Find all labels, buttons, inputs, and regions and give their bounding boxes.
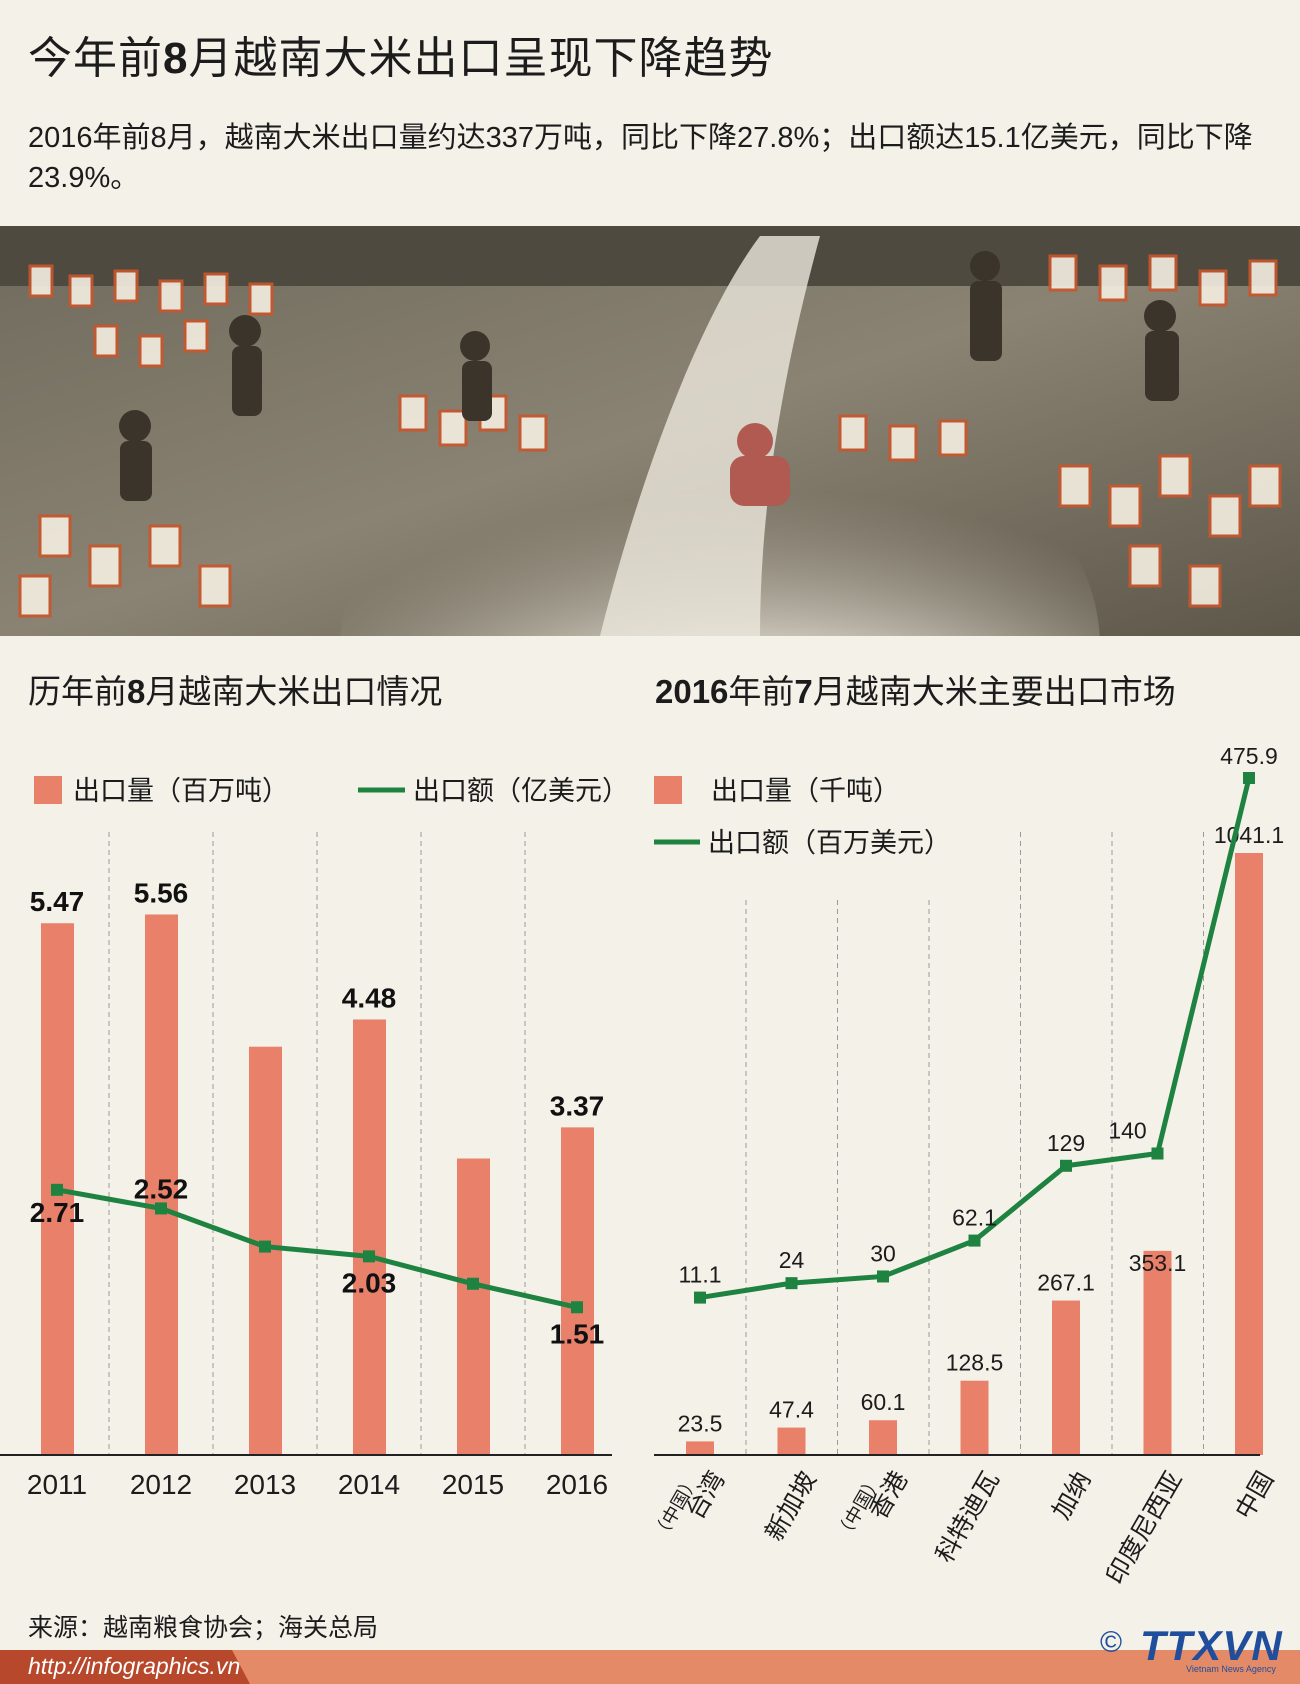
chart-title-part-bold: 2016 bbox=[655, 673, 729, 710]
url-tab bbox=[0, 1650, 250, 1684]
x-tick-label: 科特迪瓦 bbox=[931, 1467, 1005, 1568]
chart-title-part-bold: 8 bbox=[127, 673, 146, 710]
line-value-label: 2.03 bbox=[342, 1267, 397, 1298]
line-value-label: 2.71 bbox=[30, 1197, 85, 1228]
chart-title-part: 年前 bbox=[728, 673, 795, 710]
bar-value-label: 5.56 bbox=[134, 877, 189, 908]
logo-wordmark: TTXVN bbox=[1140, 1622, 1283, 1669]
chart-1-title: 历年前8月越南大米出口情况 bbox=[28, 665, 442, 713]
bar-volume bbox=[869, 1420, 897, 1455]
x-tick-label: 2016 bbox=[546, 1469, 608, 1500]
summary-text: 2016年前8月，越南大米出口量约达337万吨，同比下降27.8%；出口额达15… bbox=[28, 122, 1253, 194]
line-point bbox=[1151, 1147, 1164, 1160]
line-point bbox=[1243, 772, 1255, 784]
line-value-series bbox=[56, 1187, 578, 1310]
title-part: 月越南大米出口呈现下降趋势 bbox=[188, 34, 774, 83]
line-point bbox=[155, 1202, 167, 1215]
line-point bbox=[571, 1301, 583, 1314]
bar-value-label: 128.5 bbox=[946, 1350, 1004, 1376]
line-value-label: 129 bbox=[1047, 1130, 1085, 1156]
bar-value-label: 3.37 bbox=[550, 1090, 605, 1121]
chart-title-part-bold: 7 bbox=[794, 673, 813, 710]
line-point bbox=[51, 1183, 63, 1196]
line-point bbox=[694, 1291, 706, 1304]
ttxvn-logo: © TTXVN Vietnam News Agency bbox=[1100, 1622, 1283, 1678]
line-value-label: 30 bbox=[870, 1240, 896, 1266]
source-note: 来源：越南粮食协会；海关总局 bbox=[28, 1614, 379, 1642]
bar-value-label: 47.4 bbox=[769, 1397, 814, 1423]
website-link[interactable]: http://infographics.vn bbox=[28, 1653, 241, 1679]
line-value-label: 475.9 bbox=[1220, 743, 1278, 769]
line-value-label: 11.1 bbox=[678, 1262, 721, 1288]
bar-volume bbox=[353, 1019, 386, 1455]
bar-value-label: 5.47 bbox=[30, 886, 85, 917]
bar-volume bbox=[561, 1127, 594, 1455]
line-point bbox=[259, 1240, 271, 1253]
rice-warehouse-photo bbox=[0, 226, 1300, 636]
line-value-label: 140 bbox=[1108, 1117, 1146, 1143]
line-point bbox=[1060, 1159, 1072, 1172]
bar-value-label: 1041.1 bbox=[1214, 822, 1284, 848]
x-tick-label: 新加坡 bbox=[760, 1467, 822, 1546]
x-tick-label: 印度尼西亚 bbox=[1101, 1467, 1188, 1589]
line-value-label: 2.52 bbox=[134, 1173, 189, 1204]
chart-2-title: 2016年前7月越南大米主要出口市场 bbox=[655, 665, 1176, 713]
x-tick-label: 2014 bbox=[338, 1469, 400, 1500]
legend-label-value: 出口额（百万美元） bbox=[708, 828, 951, 858]
line-point bbox=[877, 1270, 889, 1283]
page-title: 今年前8月越南大米出口呈现下降趋势 bbox=[28, 22, 773, 86]
legend-label-volume: 出口量（百万吨） bbox=[73, 776, 289, 806]
x-tick-label: 加纳 bbox=[1047, 1467, 1096, 1524]
bar-volume bbox=[1235, 853, 1263, 1455]
title-part: 今年前 bbox=[28, 34, 163, 83]
x-tick-label: 2011 bbox=[27, 1469, 87, 1500]
legend-swatch-volume bbox=[34, 776, 62, 804]
x-tick-label: 2013 bbox=[234, 1469, 296, 1500]
title-part-bold: 8 bbox=[163, 34, 189, 83]
bar-value-label: 60.1 bbox=[861, 1389, 906, 1415]
x-tick-label: 2012 bbox=[130, 1469, 192, 1500]
bar-value-label: 267.1 bbox=[1037, 1270, 1095, 1296]
line-point bbox=[785, 1277, 798, 1290]
bar-volume bbox=[145, 914, 178, 1455]
bar-volume bbox=[1143, 1250, 1172, 1455]
legend-swatch-volume bbox=[654, 776, 682, 804]
line-value-label: 62.1 bbox=[952, 1205, 997, 1231]
x-tick-label: 中国 bbox=[1230, 1467, 1279, 1524]
x-tick-label: 2015 bbox=[442, 1469, 504, 1500]
bar-volume bbox=[960, 1380, 989, 1455]
line-value-label: 1.51 bbox=[550, 1318, 605, 1349]
line-value-label: 24 bbox=[779, 1247, 805, 1273]
line-point bbox=[968, 1234, 981, 1247]
chart-title-part: 历年前 bbox=[28, 673, 127, 710]
legend-label-value: 出口额（亿美元） bbox=[413, 776, 629, 806]
chart-title-part: 月越南大米主要出口市场 bbox=[812, 673, 1176, 710]
line-point bbox=[467, 1277, 479, 1290]
logo-subtitle: Vietnam News Agency bbox=[1186, 1664, 1276, 1674]
bar-volume bbox=[686, 1441, 714, 1455]
line-point bbox=[363, 1250, 375, 1263]
bar-volume bbox=[457, 1158, 490, 1455]
bar-volume bbox=[1052, 1300, 1080, 1455]
bar-value-label: 4.48 bbox=[342, 982, 397, 1013]
bar-value-label: 23.5 bbox=[678, 1410, 723, 1436]
legend-label-volume: 出口量（千吨） bbox=[711, 776, 900, 806]
chart-title-part: 月越南大米出口情况 bbox=[145, 673, 443, 710]
bar-volume bbox=[777, 1427, 806, 1455]
copyright-icon: © bbox=[1100, 1626, 1123, 1659]
bar-value-label: 353.1 bbox=[1129, 1250, 1187, 1276]
